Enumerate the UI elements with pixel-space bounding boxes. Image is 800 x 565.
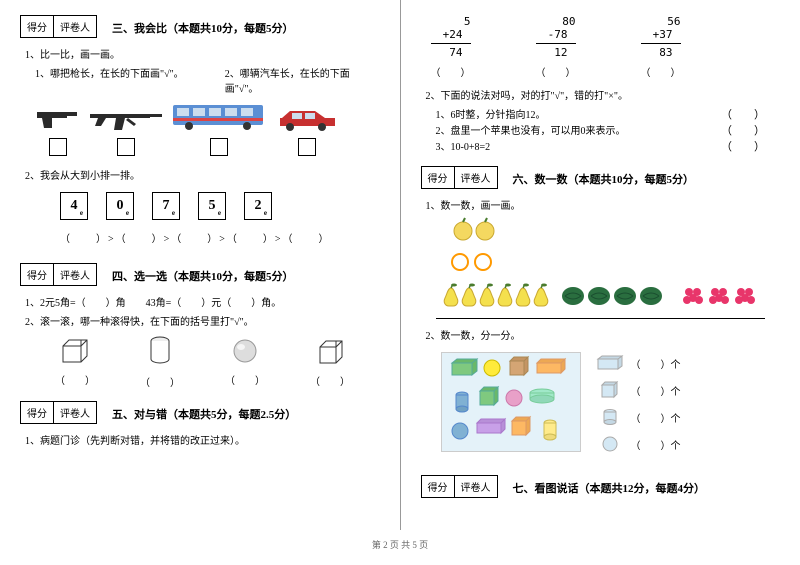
num-box-2: 7e: [152, 192, 180, 220]
cuboid-icon: [59, 338, 91, 364]
pistol-icon: [35, 104, 80, 132]
q3-sort: 2、我会从大到小排一排。: [25, 167, 380, 182]
page-footer: 第 2 页 共 5 页: [0, 538, 800, 551]
q5b-intro: 2、下面的说法对吗，对的打"√"，错的打"×"。: [426, 87, 781, 102]
melons-icon: [561, 284, 671, 308]
bus-checkbox[interactable]: [210, 138, 228, 156]
sphere-icon: [232, 338, 258, 364]
num-box-3: 5e: [198, 192, 226, 220]
q6-line1: 1、数一数，画一画。: [426, 197, 781, 212]
math-problem-2: 80-7812 （ ）: [536, 15, 576, 79]
score-label: 得分: [21, 16, 54, 37]
bus-icon: [171, 100, 266, 132]
num-box-0: 4e: [60, 192, 88, 220]
car-icon: [274, 108, 339, 132]
car-checkbox[interactable]: [298, 138, 316, 156]
section-7-title: 七、看图说话（本题共12分，每题4分）: [513, 483, 706, 495]
compare-row[interactable]: （ ）>（ ）>（ ）>（ ）>（ ）: [60, 230, 380, 245]
grader-label: 评卷人: [54, 16, 96, 37]
pears-icon: [441, 282, 551, 310]
q3-sub1: 1、哪把枪长，在长的下面画"√"。: [35, 65, 190, 95]
q3-sub2: 2、哪辆汽车长，在长的下面画"√"。: [225, 65, 380, 95]
rifle-icon: [88, 104, 163, 132]
cylinder-small-icon: [596, 408, 626, 426]
math-problem-1: 5+2474 （ ）: [431, 15, 471, 79]
q5b-b: 2、盘里一个苹果也没有，可以用0来表示。: [436, 122, 722, 138]
cube-icon: [316, 337, 344, 365]
apples-icon: [451, 216, 501, 242]
rifle-checkbox[interactable]: [117, 138, 135, 156]
cuboid-small-icon: [596, 354, 626, 372]
q4-line2: 2、滚一滚，哪一种滚得快，在下面的括号里打"√"。: [25, 313, 380, 328]
draw-circle[interactable]: [474, 253, 492, 271]
section-4-title: 四、选一选（本题共10分，每题5分）: [112, 271, 294, 283]
section-5-title: 五、对与错（本题共5分，每题2.5分）: [112, 409, 296, 421]
q6-line2: 2、数一数，分一分。: [426, 327, 781, 342]
pistol-checkbox[interactable]: [49, 138, 67, 156]
num-box-4: 2e: [244, 192, 272, 220]
cube-small-icon: [596, 381, 626, 399]
flowers-icon: [681, 284, 761, 308]
q3-intro: 1、比一比，画一画。: [25, 46, 380, 61]
draw-circle[interactable]: [451, 253, 469, 271]
q5-line1: 1、病题门诊（先判断对错，并将错的改正过来）。: [25, 432, 380, 447]
shape-collection: [441, 352, 581, 452]
q4-line1[interactable]: 1、2元5角=（ ）角 43角=（ ）元（ ）角。: [25, 294, 380, 309]
section-3-title: 三、我会比（本题共10分，每题5分）: [112, 23, 294, 35]
section-6-title: 六、数一数（本题共10分，每题5分）: [513, 174, 695, 186]
math-problem-3: 56+3783 （ ）: [641, 15, 681, 79]
cylinder-icon: [149, 336, 171, 366]
sphere-small-icon: [596, 435, 626, 453]
q5b-a: 1、6时整，分针指向12。: [436, 106, 722, 122]
num-box-1: 0e: [106, 192, 134, 220]
q5b-c: 3、10-0+8=2: [436, 138, 722, 154]
